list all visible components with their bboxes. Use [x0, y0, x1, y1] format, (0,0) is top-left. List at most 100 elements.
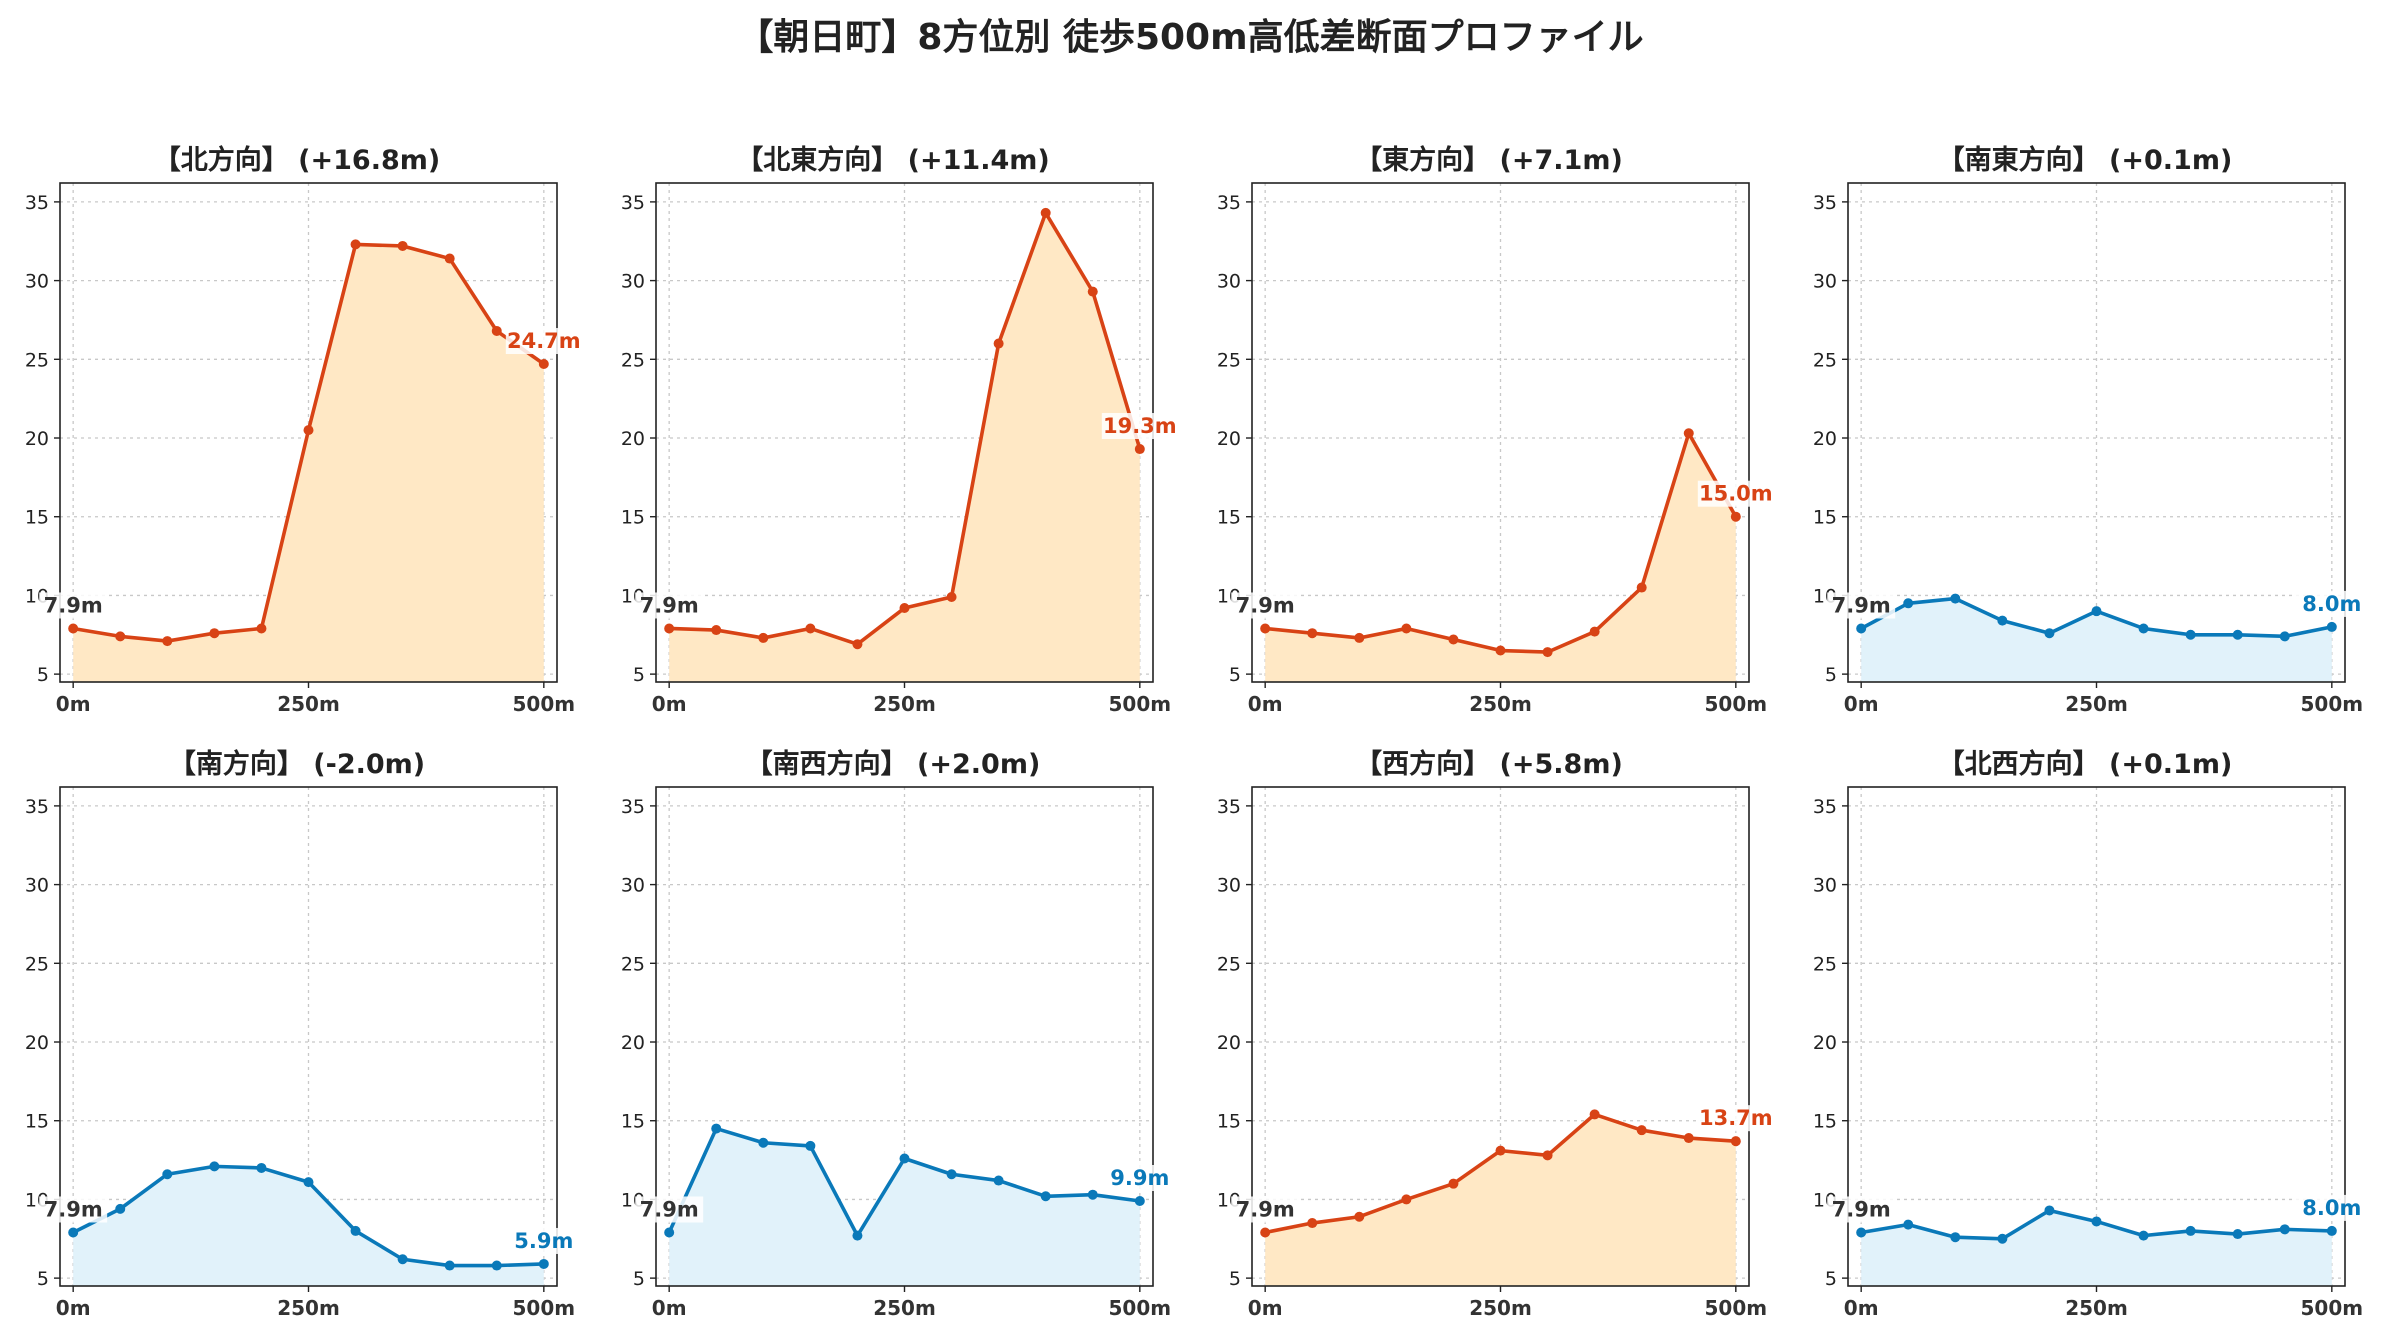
x-tick-label: 500m	[2301, 1296, 2364, 1320]
area-fill	[669, 1128, 1140, 1286]
end-value-label: 8.0m	[2302, 592, 2361, 616]
x-tick-label: 0m	[652, 1296, 687, 1320]
profile-panel: 【西方向】 (+5.8m) 5 10 15 20 25 30 35 0m 250m 500m 7.9m…	[1192, 604, 1786, 1320]
y-tick-label: 35	[25, 796, 49, 818]
profile-panel: 【東方向】 (+7.1m) 5 10 15 20 25 30 35 0m 250m 500m 7.9m…	[1192, 0, 1786, 716]
data-point	[1903, 1219, 1914, 1230]
data-point	[1730, 511, 1741, 522]
data-point	[162, 636, 173, 647]
end-label-bg	[1697, 480, 1774, 507]
end-label-bg	[505, 1227, 582, 1254]
data-point	[1354, 1211, 1365, 1222]
x-tick-label: 500m	[1705, 692, 1768, 716]
area-fill	[1265, 433, 1736, 682]
panel-title: 【北方向】 (+16.8m)	[153, 145, 441, 176]
data-point	[1134, 444, 1145, 455]
data-point	[68, 623, 79, 634]
data-point	[1495, 645, 1506, 656]
y-tick-label: 5	[1229, 664, 1241, 686]
data-point	[758, 632, 769, 643]
x-tick-label: 500m	[513, 1296, 576, 1320]
x-tick-label: 0m	[1248, 692, 1283, 716]
y-tick-label: 25	[621, 349, 645, 371]
y-tick-label: 15	[621, 507, 645, 529]
x-tick-label: 250m	[1469, 692, 1532, 716]
y-tick-label: 25	[621, 953, 645, 975]
end-value-label: 5.9m	[514, 1229, 573, 1253]
end-value-label: 24.7m	[507, 329, 581, 353]
profile-panel: 【南方向】 (-2.0m) 5 10 15 20 25 30 35 0m 250m 500m 7.9m…	[0, 604, 594, 1320]
start-label-bg	[1827, 1196, 1896, 1223]
end-value-label: 13.7m	[1699, 1106, 1773, 1130]
area-fill	[1861, 1210, 2332, 1286]
y-tick-label: 20	[1813, 428, 1837, 450]
end-label-bg	[2293, 590, 2370, 617]
y-tick-label: 25	[1217, 349, 1241, 371]
y-tick-label: 35	[621, 796, 645, 818]
data-point	[1040, 207, 1051, 218]
y-tick-label: 20	[25, 1032, 49, 1054]
end-value-label: 8.0m	[2302, 1196, 2361, 1220]
y-tick-label: 5	[37, 664, 49, 686]
data-point	[1040, 1191, 1051, 1202]
y-tick-label: 15	[1813, 1111, 1837, 1133]
panel-title: 【西方向】 (+5.8m)	[1355, 749, 1623, 780]
area-fill	[1861, 598, 2332, 682]
y-tick-label: 15	[25, 507, 49, 529]
data-point	[209, 628, 220, 639]
data-point	[209, 1161, 220, 1172]
panel-title: 【北東方向】 (+11.4m)	[736, 145, 1050, 176]
end-label-bg	[1697, 1105, 1774, 1132]
y-tick-label: 35	[25, 192, 49, 214]
x-tick-label: 500m	[2301, 692, 2364, 716]
data-point	[1542, 1150, 1553, 1161]
data-point	[115, 1203, 126, 1214]
data-point	[1589, 626, 1600, 637]
start-label-bg	[1231, 1196, 1300, 1223]
start-value-label: 7.9m	[640, 1197, 699, 1221]
area-fill	[669, 212, 1140, 683]
data-point	[1683, 428, 1694, 439]
data-point	[2232, 1229, 2243, 1240]
data-point	[993, 338, 1004, 349]
data-point	[1856, 623, 1867, 634]
profile-panel: 【北西方向】 (+0.1m) 5 10 15 20 25 30 35 0m 250m 500m 7.9…	[1788, 604, 2381, 1320]
data-point	[2185, 629, 2196, 640]
start-label-bg	[39, 592, 108, 619]
data-point	[1087, 1189, 1098, 1200]
data-point	[852, 639, 863, 650]
data-point	[68, 1227, 79, 1238]
x-tick-label: 250m	[873, 692, 936, 716]
y-tick-label: 20	[1813, 1032, 1837, 1054]
data-point	[1730, 1136, 1741, 1147]
panel-title: 【東方向】 (+7.1m)	[1355, 145, 1623, 176]
data-point	[1950, 1232, 1961, 1243]
area-fill	[1265, 1114, 1736, 1286]
y-tick-label: 30	[1813, 875, 1837, 897]
panel-title: 【北西方向】 (+0.1m)	[1937, 749, 2233, 780]
data-point	[1856, 1227, 1867, 1238]
y-tick-label: 30	[1217, 271, 1241, 293]
end-label-bg	[1101, 1164, 1178, 1191]
start-value-label: 7.9m	[44, 1197, 103, 1221]
y-tick-label: 30	[1217, 875, 1241, 897]
data-point	[1997, 1233, 2008, 1244]
data-point	[1260, 1227, 1271, 1238]
y-tick-label: 5	[633, 664, 645, 686]
x-tick-label: 0m	[1844, 1296, 1879, 1320]
profile-panel: 【北東方向】 (+11.4m) 5 10 15 20 25 30 35 0m 250m 500m 7.…	[596, 0, 1190, 716]
y-tick-label: 5	[633, 1268, 645, 1290]
data-point	[397, 240, 408, 251]
data-point	[1307, 1218, 1318, 1229]
y-tick-label: 5	[1229, 1268, 1241, 1290]
y-tick-label: 5	[1825, 664, 1837, 686]
end-value-label: 15.0m	[1699, 482, 1773, 506]
data-point	[1260, 623, 1271, 634]
y-tick-label: 25	[25, 349, 49, 371]
start-value-label: 7.9m	[1832, 593, 1891, 617]
data-point	[1903, 598, 1914, 609]
area-fill	[73, 244, 544, 682]
y-tick-label: 15	[1217, 507, 1241, 529]
y-tick-label: 30	[621, 271, 645, 293]
